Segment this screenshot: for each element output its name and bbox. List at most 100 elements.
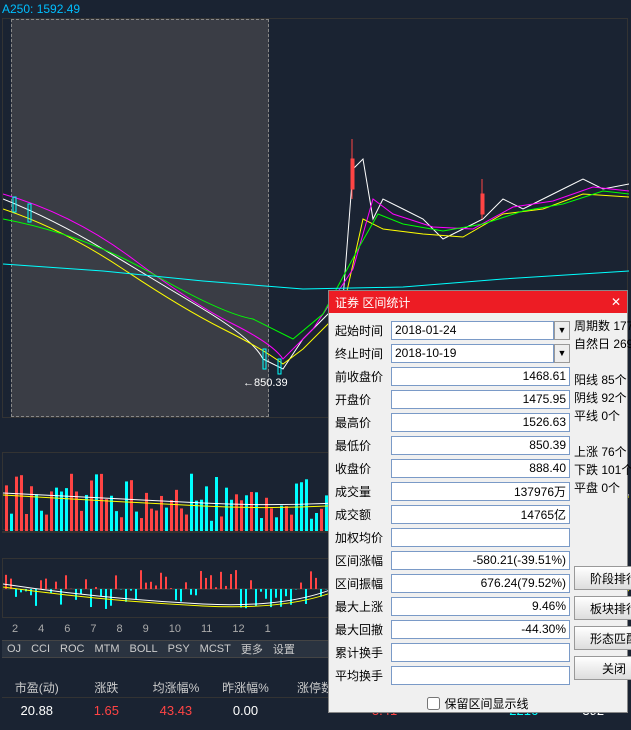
xaxis-tick: 9 (143, 623, 149, 635)
stat-line: 周期数 177个 (574, 319, 631, 334)
form-row: 区间振幅 (335, 572, 570, 594)
form-row: 平均换手 (335, 664, 570, 686)
xaxis-tick: 4 (38, 623, 44, 635)
date-input[interactable] (391, 344, 554, 363)
value-input[interactable] (391, 482, 570, 501)
form-label: 收盘价 (335, 460, 391, 477)
dialog-button[interactable]: 阶段排行 (574, 566, 631, 590)
xaxis-tick: 12 (232, 623, 244, 635)
form-label: 加权均价 (335, 529, 391, 546)
xaxis-tick: 8 (117, 623, 123, 635)
indicator-tab[interactable]: ROC (55, 643, 89, 655)
stat-line: 阴线 92个 (574, 391, 631, 406)
form-row: 加权均价 (335, 526, 570, 548)
col-header: 昨涨幅% (211, 679, 281, 696)
indicator-tab[interactable]: 更多 (236, 641, 268, 657)
xaxis-tick: 6 (64, 623, 70, 635)
stat-line: 下跌 101个 (574, 463, 631, 478)
form-row: 最低价 (335, 434, 570, 456)
date-input[interactable] (391, 321, 554, 340)
value-input[interactable] (391, 597, 570, 616)
date-dropdown-icon[interactable]: ▼ (554, 321, 570, 340)
form-row: 累计换手 (335, 641, 570, 663)
xaxis-tick: 10 (169, 623, 181, 635)
value-input[interactable] (391, 620, 570, 639)
stat-line (574, 427, 631, 442)
col-value: 20.88 (2, 703, 72, 718)
form-label: 成交量 (335, 483, 391, 500)
form-label: 最大回撤 (335, 621, 391, 638)
col-value: 0.00 (211, 703, 281, 718)
form-label: 起始时间 (335, 322, 391, 339)
checkbox-label: 保留区间显示线 (444, 695, 528, 712)
indicator-tab[interactable]: CCI (26, 643, 55, 655)
value-input[interactable] (391, 574, 570, 593)
form-row: 终止时间 ▼ (335, 342, 570, 364)
value-input[interactable] (391, 666, 570, 685)
dialog-titlebar[interactable]: 证券 区间统计 ✕ (329, 291, 627, 313)
form-row: 成交量 (335, 480, 570, 502)
xaxis-tick: 11 (201, 623, 212, 635)
value-input[interactable] (391, 459, 570, 478)
indicator-tab[interactable]: MCST (195, 643, 236, 655)
ma-label: A250: 1592.49 (2, 2, 80, 16)
indicator-tab[interactable]: MTM (89, 643, 124, 655)
form-label: 最低价 (335, 437, 391, 454)
form-row: 收盘价 (335, 457, 570, 479)
col-header: 均涨幅% (141, 679, 211, 696)
form-row: 最高价 (335, 411, 570, 433)
stat-line: 平线 0个 (574, 409, 631, 424)
xaxis-tick: 2 (12, 623, 18, 635)
range-stats-dialog: 证券 区间统计 ✕ 起始时间 ▼ 终止时间 ▼ 前收盘价开盘价最高价最低价收盘价成交量成… (328, 290, 628, 713)
form-label: 区间振幅 (335, 575, 391, 592)
value-input[interactable] (391, 505, 570, 524)
form-label: 开盘价 (335, 391, 391, 408)
stat-line: 阳线 85个 (574, 373, 631, 388)
form-label: 终止时间 (335, 345, 391, 362)
xaxis-tick: 1 (265, 623, 271, 635)
dialog-button[interactable]: 板块排行 (574, 596, 631, 620)
form-label: 最大上涨 (335, 598, 391, 615)
date-dropdown-icon[interactable]: ▼ (554, 344, 570, 363)
form-label: 成交额 (335, 506, 391, 523)
xaxis-tick: 7 (90, 623, 96, 635)
col-value: 43.43 (141, 703, 211, 718)
dialog-button[interactable]: 形态匹配 (574, 626, 631, 650)
form-row: 区间涨幅 (335, 549, 570, 571)
close-icon[interactable]: ✕ (611, 295, 621, 309)
col-value: 1.65 (72, 703, 142, 718)
stat-line: 上涨 76个 (574, 445, 631, 460)
form-row: 开盘价 (335, 388, 570, 410)
stat-line (574, 355, 631, 370)
value-input[interactable] (391, 413, 570, 432)
form-row: 最大回撤 (335, 618, 570, 640)
checkbox-row: 保留区间显示线 (329, 695, 627, 712)
keep-lines-checkbox[interactable] (427, 697, 440, 710)
value-input[interactable] (391, 436, 570, 455)
indicator-tab[interactable]: PSY (163, 643, 195, 655)
value-input[interactable] (391, 643, 570, 662)
value-input[interactable] (391, 551, 570, 570)
form-label: 区间涨幅 (335, 552, 391, 569)
indicator-tab[interactable]: 设置 (268, 641, 300, 657)
col-header: 涨跌 (72, 679, 142, 696)
form-label: 平均换手 (335, 667, 391, 684)
value-input[interactable] (391, 367, 570, 386)
form-row: 最大上涨 (335, 595, 570, 617)
form-row: 起始时间 ▼ (335, 319, 570, 341)
col-header: 市盈(动) (2, 679, 72, 696)
form-row: 成交额 (335, 503, 570, 525)
stat-line: 平盘 0个 (574, 481, 631, 496)
value-input[interactable] (391, 390, 570, 409)
price-arrow-label: ←850.39 (243, 377, 288, 389)
form-label: 前收盘价 (335, 368, 391, 385)
form-label: 最高价 (335, 414, 391, 431)
value-input[interactable] (391, 528, 570, 547)
dialog-button[interactable]: 关闭 (574, 656, 631, 680)
indicator-tab[interactable]: BOLL (125, 643, 163, 655)
form-label: 累计换手 (335, 644, 391, 661)
indicator-tab[interactable]: OJ (2, 643, 26, 655)
stat-line: 自然日 269天 (574, 337, 631, 352)
form-row: 前收盘价 (335, 365, 570, 387)
dialog-title: 证券 区间统计 (335, 294, 410, 311)
